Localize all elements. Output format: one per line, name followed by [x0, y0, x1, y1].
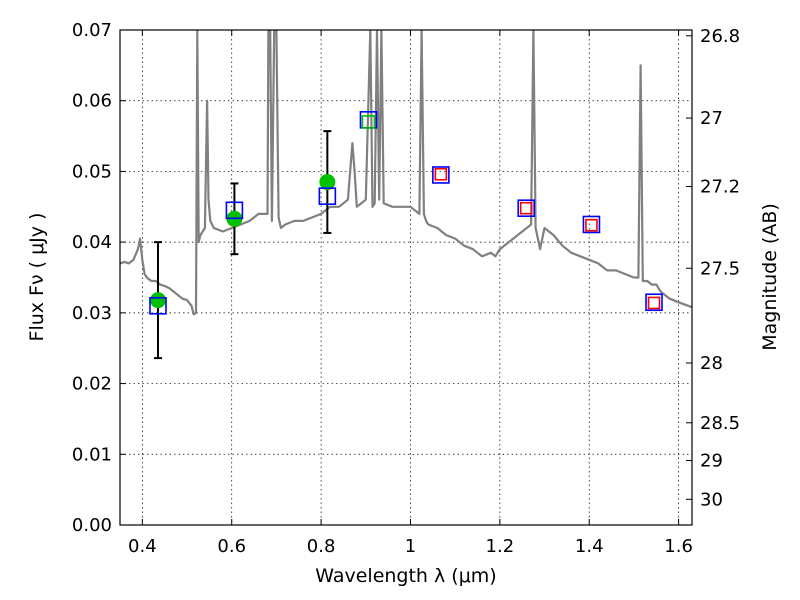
y-tick-label: 0.06	[72, 91, 112, 112]
right-tick-label: 26.8	[700, 26, 740, 47]
x-tick-label: 1	[405, 536, 416, 557]
spectrum-line	[120, 30, 692, 316]
y-tick-label: 0.01	[72, 444, 112, 465]
model-square	[582, 215, 601, 234]
y-tick-label: 0.00	[72, 515, 112, 536]
model-square	[517, 199, 536, 217]
model-square	[361, 115, 376, 129]
x-axis-label: Wavelength λ (μm)	[315, 565, 496, 587]
x-tick-label: 1.2	[486, 536, 515, 557]
right-tick-label: 27.5	[700, 258, 740, 279]
y-tick-label: 0.05	[72, 161, 112, 182]
right-tick-label: 27.2	[700, 177, 740, 198]
data-point	[149, 292, 166, 309]
x-tick-label: 1.4	[575, 536, 604, 557]
model-square	[318, 187, 337, 205]
x-tick-label: 0.6	[217, 536, 246, 557]
x-tick-label: 0.8	[307, 536, 336, 557]
right-tick-label: 28	[700, 353, 723, 374]
model-square	[645, 293, 663, 312]
right-tick-label: 28.5	[700, 413, 740, 434]
x-tick-label: 1.6	[664, 536, 693, 557]
axes-frame	[119, 29, 693, 526]
data-point	[319, 174, 336, 191]
model-square	[225, 201, 244, 220]
model-square	[585, 218, 598, 232]
right-axis-label: Magnitude (AB)	[759, 203, 781, 351]
y-tick-label: 0.02	[72, 374, 112, 395]
model-square	[432, 166, 450, 184]
model-square	[647, 296, 661, 310]
plot-area	[120, 30, 692, 360]
right-tick-label: 29	[700, 451, 723, 472]
y-tick-label: 0.07	[72, 20, 112, 41]
y-tick-label: 0.04	[72, 232, 112, 253]
ticks-layer: 0.4 0.6 0.8 1 1.2 1.4 1.6 0.00 0.01 0.02 0.03 0.04 0…	[72, 20, 740, 557]
y-tick-label: 0.03	[72, 303, 112, 324]
right-tick-label: 27	[700, 108, 723, 129]
model-square	[149, 296, 167, 315]
model-square	[434, 167, 448, 181]
y-axis-label: Flux Fν ( μJy )	[26, 213, 48, 342]
model-square	[519, 201, 533, 215]
right-tick-label: 30	[700, 489, 723, 510]
x-tick-label: 0.4	[128, 536, 157, 557]
